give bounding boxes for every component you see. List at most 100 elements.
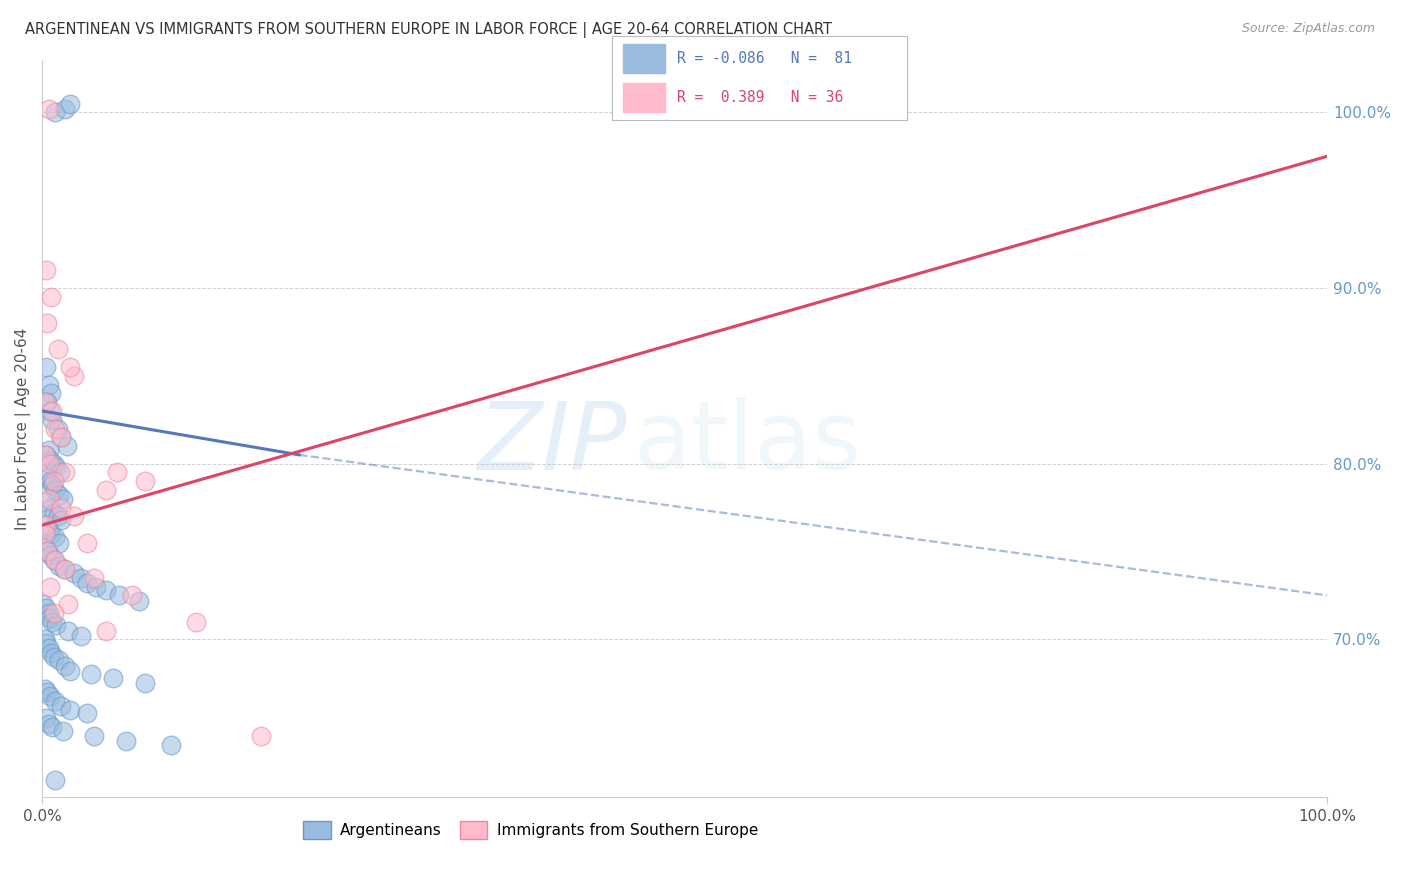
Point (38, 457, 60, 471)
Point (34, 541, 56, 555)
Point (37, 316, 59, 330)
Point (46, 343, 69, 357)
Point (38, 377, 60, 392)
Point (34, 518, 56, 533)
Point (108, 589, 131, 603)
Point (49, 466, 72, 480)
Point (48, 653, 70, 667)
Point (34, 395, 56, 409)
Point (51, 513, 73, 527)
Point (114, 734, 136, 748)
Point (37, 544, 59, 558)
Point (53, 466, 76, 480)
Point (38, 689, 60, 703)
Point (38, 641, 60, 656)
Bar (623, 83, 665, 112)
Point (34, 681, 56, 696)
Point (44, 553, 66, 567)
Point (48, 558, 70, 573)
Point (44, 694, 66, 708)
Point (44, 483, 66, 497)
Point (51, 430, 73, 444)
Text: atlas: atlas (633, 397, 862, 490)
Point (38, 442, 60, 457)
Point (45, 460, 67, 475)
Text: R =  0.389   N = 36: R = 0.389 N = 36 (676, 90, 842, 105)
Point (52, 723, 75, 738)
Point (48, 535, 70, 549)
Point (46, 421, 69, 435)
Point (38, 524, 60, 538)
Point (96, 483, 118, 497)
Point (51, 430, 73, 444)
Point (35, 359, 58, 374)
Text: ARGENTINEAN VS IMMIGRANTS FROM SOUTHERN EUROPE IN LABOR FORCE | AGE 20-64 CORREL: ARGENTINEAN VS IMMIGRANTS FROM SOUTHERN … (25, 22, 832, 38)
Point (101, 671, 124, 685)
Point (42, 649, 65, 664)
Point (53, 562, 76, 576)
Point (52, 491, 75, 506)
Point (63, 566, 86, 580)
Point (35, 518, 58, 533)
Point (38, 102, 60, 116)
Point (39, 386, 62, 401)
Point (134, 676, 156, 690)
FancyBboxPatch shape (612, 36, 907, 120)
Legend: Argentineans, Immigrants from Southern Europe: Argentineans, Immigrants from Southern E… (297, 815, 763, 845)
Point (38, 500, 60, 515)
Point (37, 544, 59, 558)
Point (39, 290, 62, 304)
Point (249, 729, 271, 743)
Point (48, 488, 70, 502)
Point (42, 606, 65, 620)
Point (37, 471, 59, 485)
Point (41, 477, 63, 491)
Point (80, 667, 103, 681)
Point (37, 685, 59, 699)
Point (34, 632, 56, 647)
Point (38, 404, 60, 418)
Point (76, 535, 98, 549)
Point (121, 589, 143, 603)
Point (42, 457, 65, 471)
Point (105, 466, 128, 480)
Point (186, 615, 208, 629)
Point (63, 368, 86, 383)
Point (41, 615, 63, 629)
Point (42, 553, 65, 567)
Point (51, 500, 73, 515)
Text: Source: ZipAtlas.com: Source: ZipAtlas.com (1241, 22, 1375, 36)
Point (42, 506, 65, 520)
Point (59, 96, 82, 111)
Point (44, 105, 66, 120)
Point (38, 491, 60, 506)
Point (96, 624, 118, 638)
Point (44, 421, 66, 435)
Point (76, 706, 98, 720)
Point (35, 448, 58, 462)
Point (38, 453, 60, 467)
Point (34, 527, 56, 541)
Point (52, 562, 75, 576)
Point (83, 571, 105, 585)
Point (76, 576, 98, 591)
Point (41, 413, 63, 427)
Point (128, 593, 150, 607)
Point (55, 439, 77, 453)
Point (46, 509, 69, 524)
Point (38, 611, 60, 625)
Point (38, 606, 60, 620)
Point (35, 636, 58, 650)
Point (44, 772, 66, 787)
Point (53, 658, 76, 673)
Point (59, 703, 82, 717)
Point (34, 448, 56, 462)
Point (35, 711, 58, 725)
Point (69, 629, 91, 643)
Point (41, 404, 63, 418)
Point (159, 738, 181, 752)
Point (69, 571, 91, 585)
Point (56, 597, 79, 611)
Point (63, 509, 86, 524)
Point (96, 583, 118, 598)
